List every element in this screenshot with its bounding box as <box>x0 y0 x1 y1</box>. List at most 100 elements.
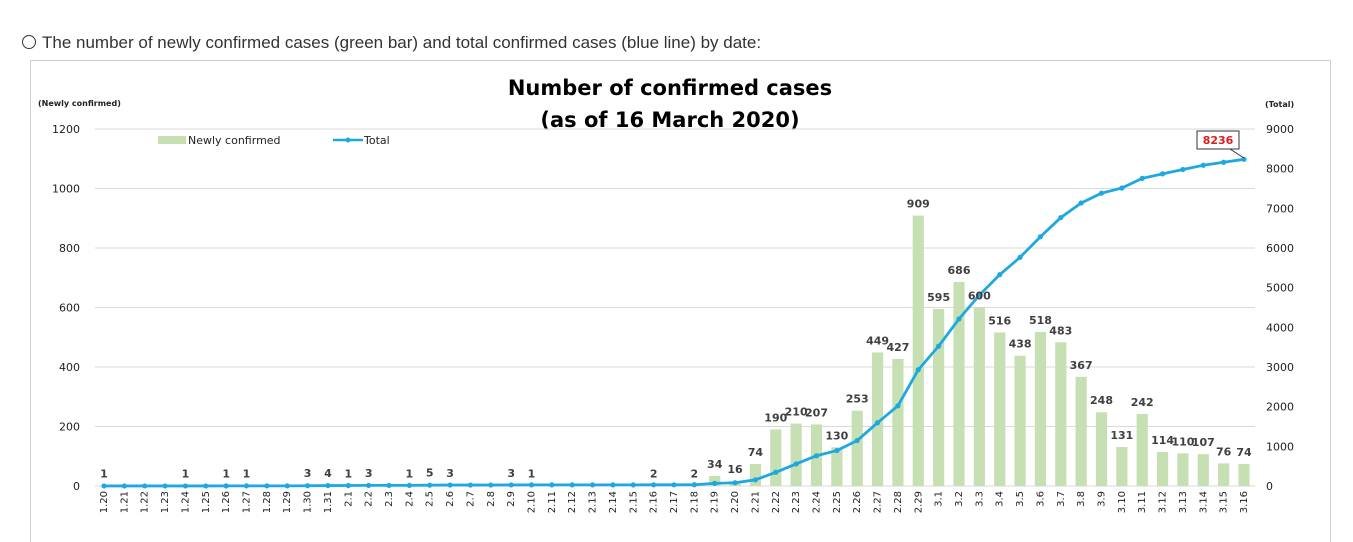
y-tick-label: 800 <box>59 242 80 255</box>
x-tick-label: 3.9 <box>1097 491 1108 507</box>
total-point <box>589 482 596 488</box>
total-point <box>895 403 901 409</box>
total-callout-value: 8236 <box>1203 134 1234 147</box>
bar-value-label: 114 <box>1151 434 1174 447</box>
bar <box>1177 453 1189 486</box>
total-point <box>366 482 372 489</box>
bar-value-label: 207 <box>805 406 828 419</box>
total-point <box>182 483 189 489</box>
bar-value-label: 518 <box>1029 314 1052 327</box>
y2-tick-label: 2000 <box>1266 401 1294 414</box>
bar-value-label: 5 <box>426 467 434 480</box>
y2-tick-label: 3000 <box>1266 361 1294 374</box>
x-tick-label: 2.29 <box>913 491 924 513</box>
y-tick-label: 600 <box>59 302 80 315</box>
chart-subtitle: (as of 16 March 2020) <box>540 108 799 132</box>
bar-value-label: 3 <box>507 467 515 480</box>
x-tick-label: 3.10 <box>1117 491 1128 513</box>
total-point <box>1119 185 1125 191</box>
total-point <box>427 482 433 488</box>
bar-value-label: 1 <box>243 468 251 481</box>
x-tick-label: 1.28 <box>262 491 273 513</box>
bar-value-label: 210 <box>785 406 808 419</box>
bar <box>973 307 985 486</box>
x-tick-label: 2.5 <box>425 491 436 507</box>
bar-value-label: 909 <box>907 198 930 211</box>
x-tick-label: 2.3 <box>384 491 395 507</box>
bar-value-label: 3 <box>446 467 454 480</box>
total-point <box>1017 254 1023 260</box>
bar <box>1218 463 1230 486</box>
bar <box>1075 376 1087 486</box>
x-tick-label: 2.15 <box>628 491 639 513</box>
x-tick-label: 2.27 <box>873 491 884 513</box>
total-point <box>936 343 942 349</box>
bar-value-label: 1 <box>406 468 414 481</box>
bar-value-label: 34 <box>707 458 723 471</box>
total-point <box>447 482 453 488</box>
x-tick-label: 1.20 <box>99 491 110 513</box>
y-tick-label: 1000 <box>52 183 80 196</box>
total-point <box>203 483 209 489</box>
x-tick-label: 1.26 <box>221 491 232 513</box>
x-tick-label: 1.24 <box>180 491 191 513</box>
bar <box>1197 454 1209 486</box>
total-point <box>223 483 229 489</box>
legend-label-total: Total <box>363 134 390 147</box>
bar <box>851 410 863 486</box>
total-point <box>1139 175 1145 181</box>
x-tick-label: 2.16 <box>649 491 660 513</box>
x-tick-label: 1.23 <box>160 491 171 513</box>
x-tick-label: 3.6 <box>1035 491 1046 507</box>
x-tick-label: 3.12 <box>1158 491 1169 513</box>
legend: Newly confirmed Total <box>158 134 390 147</box>
bar-value-label: 190 <box>764 411 787 424</box>
total-point <box>976 292 982 298</box>
total-point <box>834 447 840 454</box>
x-tick-label: 2.4 <box>404 491 415 507</box>
bar <box>1116 447 1128 486</box>
x-tick-label: 2.17 <box>669 491 680 513</box>
x-tick-label: 1.27 <box>242 491 253 513</box>
bar-value-label: 74 <box>748 446 764 459</box>
x-tick-label: 2.14 <box>608 491 619 513</box>
bar <box>912 215 924 486</box>
x-tick-label: 2.2 <box>364 491 375 507</box>
bar-value-label: 483 <box>1049 324 1072 337</box>
total-point <box>732 480 738 486</box>
total-point <box>467 482 474 488</box>
total-series-line <box>104 157 1245 488</box>
bar <box>1014 355 1026 486</box>
x-tick-label: 2.9 <box>506 491 517 507</box>
x-tick-label: 2.12 <box>567 491 578 513</box>
x-tick-label: 2.26 <box>852 491 863 513</box>
total-point <box>1180 166 1186 173</box>
bar <box>790 423 802 486</box>
bar-value-label: 2 <box>691 467 699 480</box>
y2-tick-label: 9000 <box>1266 123 1294 136</box>
total-point <box>142 483 148 489</box>
y2-tick-label: 8000 <box>1266 163 1294 176</box>
bar-value-label: 686 <box>948 264 971 277</box>
total-point <box>488 482 494 488</box>
y-axis-label: (Newly confirmed) <box>38 99 121 108</box>
x-tick-label: 3.3 <box>974 491 985 507</box>
total-point <box>1037 234 1044 240</box>
x-tick-label: 2.10 <box>527 491 538 513</box>
bar-value-label: 253 <box>846 393 869 406</box>
y-tick-label: 200 <box>59 421 80 434</box>
total-point <box>1159 171 1166 177</box>
x-tick-label: 3.4 <box>995 491 1006 507</box>
x-tick-label: 2.7 <box>465 491 476 507</box>
bar-value-label: 1 <box>344 468 352 481</box>
total-point <box>874 420 881 426</box>
bar-value-label: 131 <box>1110 429 1133 442</box>
y2-tick-label: 0 <box>1266 480 1273 493</box>
x-tick-label: 2.1 <box>343 491 354 507</box>
x-tick-label: 2.13 <box>588 491 599 513</box>
bar-value-label: 16 <box>727 463 743 476</box>
bar <box>1136 414 1148 486</box>
x-tick-label: 3.7 <box>1056 491 1067 507</box>
x-tick-label: 3.1 <box>934 491 945 507</box>
total-point <box>956 316 962 322</box>
